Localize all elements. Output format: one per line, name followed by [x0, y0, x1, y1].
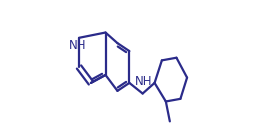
Text: NH: NH: [69, 39, 86, 52]
Text: NH: NH: [135, 75, 152, 88]
